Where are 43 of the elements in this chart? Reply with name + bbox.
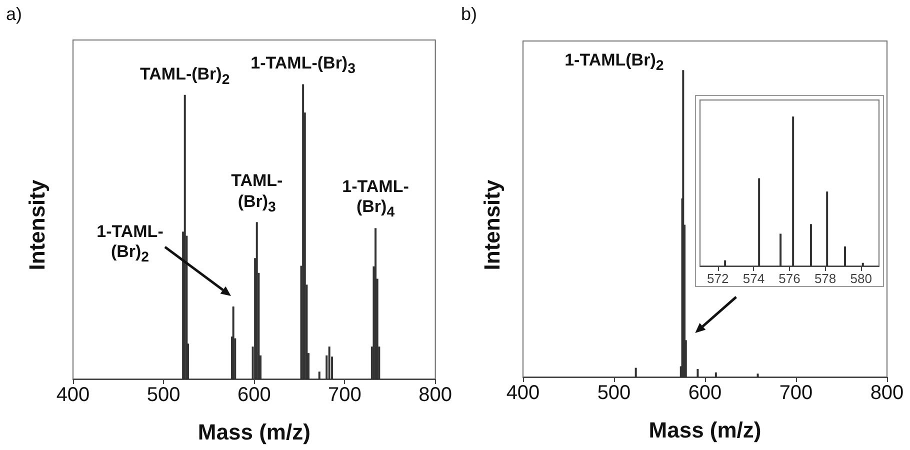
x-tick-label: 500 <box>146 384 180 406</box>
bar <box>318 372 320 379</box>
x-tick-label: 574 <box>742 271 765 286</box>
bar <box>792 116 794 266</box>
x-axis-title: Mass (m/z) <box>198 420 310 444</box>
annotation: TAML-(Br)$_{2}$ <box>140 64 230 89</box>
bar <box>862 262 864 266</box>
bar <box>696 369 699 377</box>
x-tick-label: 700 <box>779 382 813 404</box>
annotation: 1-TAML- (Br)$_{2}$ <box>96 222 164 267</box>
bar <box>758 178 760 266</box>
annotation: TAML- (Br)$_{3}$ <box>231 171 283 216</box>
x-tick-label: 800 <box>870 382 904 404</box>
bar <box>756 374 759 377</box>
bar <box>826 192 828 266</box>
x-tick-label: 578 <box>814 271 836 286</box>
bar <box>844 246 846 266</box>
x-tick-label: 700 <box>328 384 362 406</box>
bar <box>714 372 717 377</box>
bar <box>780 234 782 266</box>
text: a) <box>6 4 22 25</box>
annotation: 1-TAML(Br)$_{2}$ <box>564 50 664 76</box>
x-tick-label: 580 <box>850 271 872 286</box>
bar <box>328 346 330 379</box>
text: b) <box>461 4 478 25</box>
bar <box>374 228 377 379</box>
y-axis-title: Intensity <box>480 179 504 270</box>
x-tick-label: 500 <box>597 382 631 404</box>
x-tick-label: 800 <box>418 384 452 406</box>
y-axis-title: Intensity <box>24 179 50 270</box>
bar <box>810 224 812 266</box>
x-tick-label: 600 <box>237 384 271 406</box>
annotation: 1-TAML-(Br)$_{3}$ <box>250 54 356 78</box>
x-tick-label: 600 <box>688 382 722 404</box>
x-tick-label: 576 <box>778 271 800 286</box>
bar <box>724 260 726 266</box>
x-tick-label: 572 <box>707 271 729 286</box>
bar <box>634 368 637 377</box>
x-tick-label: 400 <box>506 382 540 404</box>
annotation: 1-TAML- (Br)$_{4}$ <box>342 177 409 222</box>
bar <box>302 84 304 379</box>
x-tick-label: 400 <box>56 384 90 406</box>
x-axis-title: Mass (m/z) <box>648 418 762 442</box>
